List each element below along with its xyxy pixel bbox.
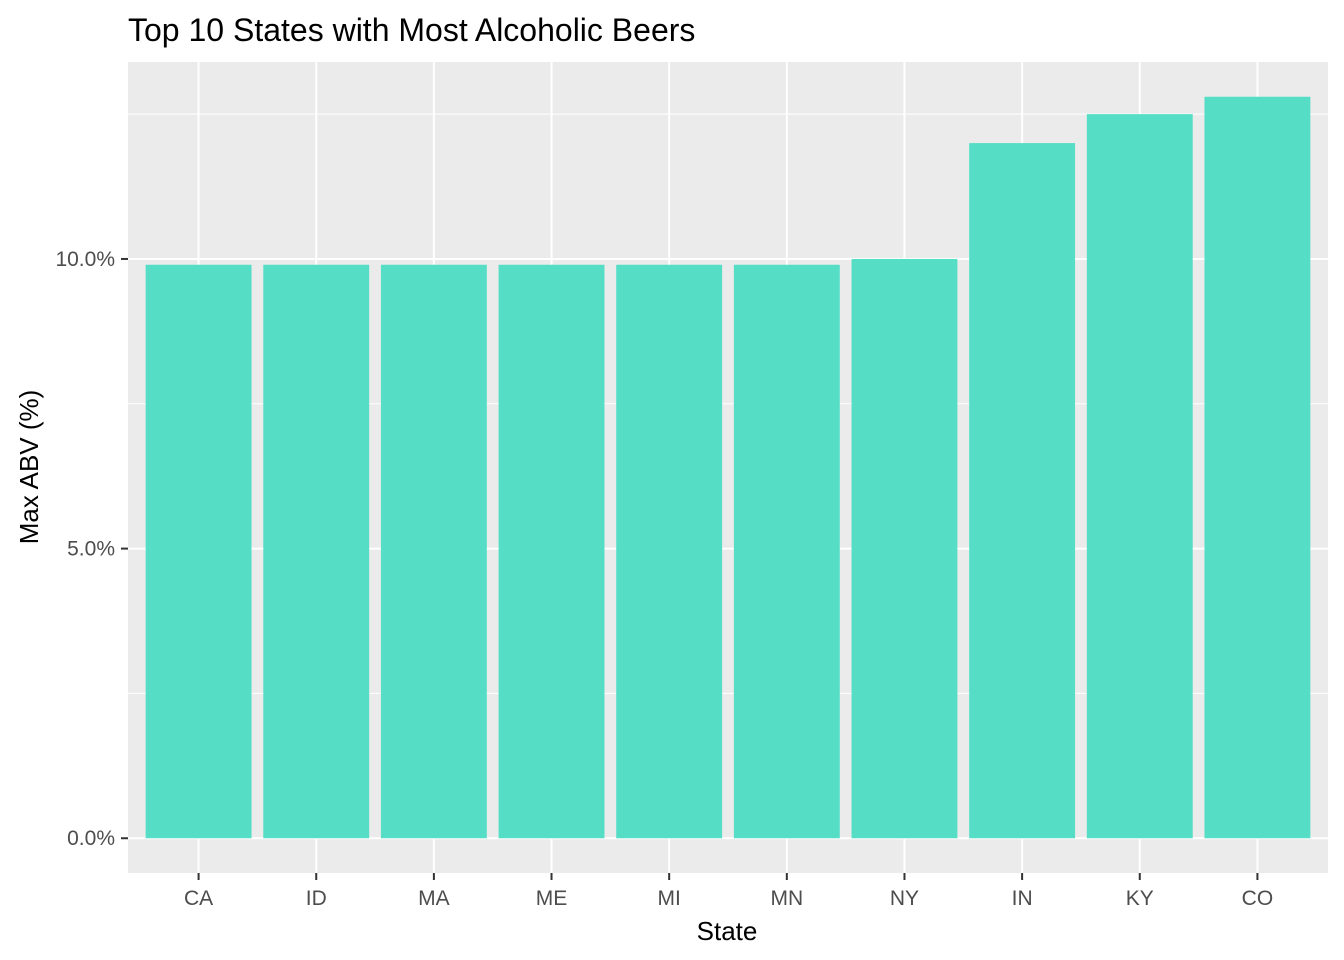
bar-ID: [263, 264, 370, 839]
y-tick-label: 5.0%: [67, 538, 115, 561]
chart-title: Top 10 States with Most Alcoholic Beers: [128, 12, 695, 48]
x-tick-label: MA: [418, 887, 450, 910]
x-tick-label: CA: [184, 887, 213, 910]
x-axis-title: State: [697, 916, 758, 946]
y-tick-label: 10.0%: [55, 248, 115, 271]
y-tick-label: 0.0%: [67, 827, 115, 850]
x-tick-label: ME: [536, 887, 568, 910]
x-tick-label: MN: [770, 887, 803, 910]
bar-MA: [380, 264, 487, 839]
x-tick-label: MI: [658, 887, 681, 910]
bar-IN: [969, 143, 1076, 839]
bars: [145, 96, 1311, 839]
x-tick-label: CO: [1242, 887, 1274, 910]
bar-NY: [851, 258, 958, 839]
x-tick-label: KY: [1126, 887, 1154, 910]
bar-KY: [1086, 114, 1193, 839]
bar-MI: [616, 264, 723, 839]
x-tick-label: IN: [1012, 887, 1033, 910]
y-axis-title: Max ABV (%): [14, 390, 44, 545]
x-tick-label: ID: [306, 887, 327, 910]
bar-ME: [498, 264, 605, 839]
bar-CO: [1204, 96, 1311, 839]
x-tick-label: NY: [890, 887, 919, 910]
bar-CA: [145, 264, 252, 839]
x-axis: CA ID MA ME MI MN NY IN KY CO: [184, 873, 1273, 910]
bar-MN: [733, 264, 840, 839]
y-axis: 0.0% 5.0% 10.0%: [55, 248, 128, 850]
